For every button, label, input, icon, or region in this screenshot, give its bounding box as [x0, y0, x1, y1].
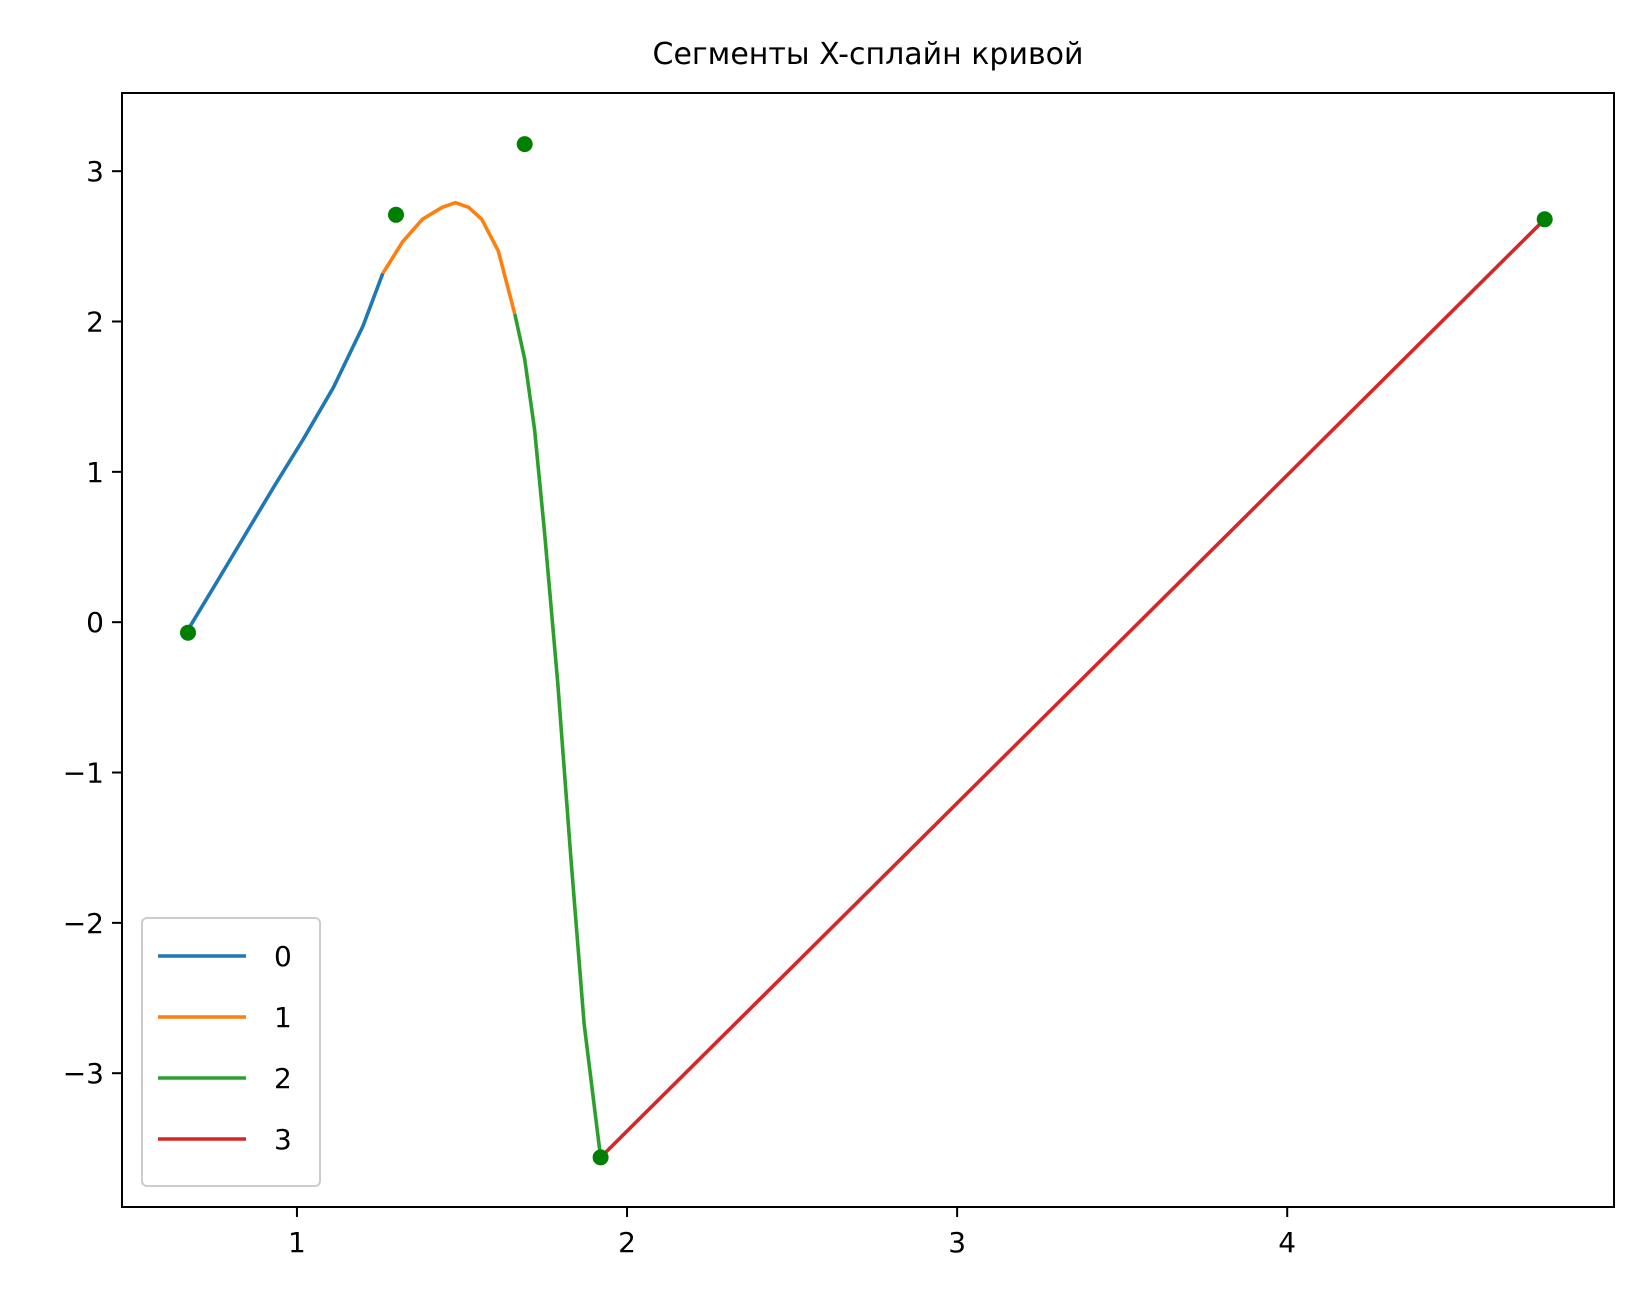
x-tick-label-0: 1 [288, 1226, 306, 1259]
x-tick-label-3: 4 [1278, 1226, 1296, 1259]
y-tick-label-4: 1 [86, 456, 104, 489]
legend-label-0: 0 [274, 940, 292, 973]
chart-marks [180, 136, 1553, 1166]
plot-frame [121, 92, 1615, 1208]
x-tick-label-1: 2 [618, 1226, 636, 1259]
series-line-2 [513, 313, 603, 1158]
control-point-0 [180, 624, 196, 641]
legend: 0 1 2 3 [141, 917, 321, 1187]
x-tick-label-2: 3 [948, 1226, 966, 1259]
legend-label-1: 1 [274, 1001, 292, 1034]
legend-label-2: 2 [274, 1062, 292, 1095]
control-point-3 [592, 1149, 609, 1166]
legend-label-3: 3 [274, 1123, 292, 1156]
y-tick-label-1: −2 [63, 907, 104, 940]
y-tick-label-5: 2 [86, 306, 104, 339]
control-point-1 [388, 206, 404, 223]
series-line-3 [599, 218, 1546, 1159]
series-line-0 [186, 272, 385, 631]
control-point-2 [516, 136, 533, 153]
plot-background [122, 93, 1614, 1207]
y-tick-label-0: −3 [63, 1057, 104, 1090]
axes: 1 2 3 4 −3 −2 −1 0 1 2 3 [63, 92, 1615, 1259]
y-tick-label-2: −1 [63, 757, 104, 790]
series-line-1 [381, 200, 517, 315]
y-tick-label-6: 3 [86, 155, 104, 188]
chart-title: Сегменты X-сплайн кривой [653, 37, 1084, 72]
plot-area [122, 93, 1614, 1207]
control-point-4 [1536, 211, 1553, 228]
y-tick-label-3: 0 [86, 606, 104, 639]
legend-box [141, 917, 321, 1187]
